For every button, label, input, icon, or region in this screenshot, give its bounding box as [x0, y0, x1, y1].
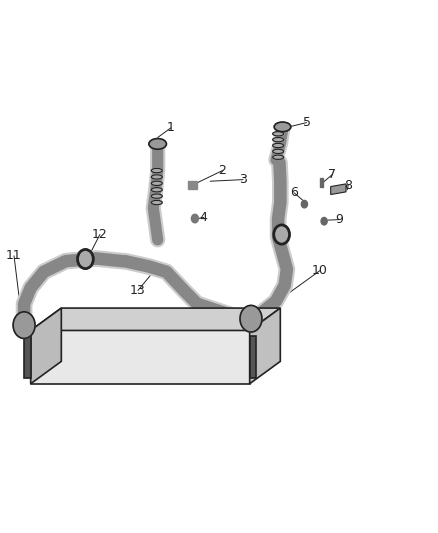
- Polygon shape: [31, 308, 61, 384]
- Bar: [188, 181, 197, 189]
- Text: 8: 8: [344, 179, 352, 192]
- Ellipse shape: [152, 181, 162, 185]
- Ellipse shape: [272, 155, 284, 159]
- Circle shape: [274, 225, 290, 244]
- Ellipse shape: [272, 149, 284, 154]
- Polygon shape: [31, 330, 250, 384]
- Ellipse shape: [152, 194, 162, 198]
- Ellipse shape: [272, 132, 284, 136]
- Polygon shape: [250, 308, 280, 384]
- Ellipse shape: [152, 168, 162, 173]
- Text: 1: 1: [167, 122, 175, 134]
- Text: 4: 4: [200, 211, 208, 224]
- Text: 9: 9: [336, 213, 343, 226]
- Circle shape: [321, 217, 327, 225]
- Text: 2: 2: [219, 164, 226, 177]
- Ellipse shape: [152, 200, 162, 205]
- Text: 7: 7: [328, 168, 336, 181]
- Circle shape: [78, 249, 93, 269]
- Text: 10: 10: [312, 264, 328, 277]
- Ellipse shape: [272, 138, 284, 142]
- Text: 13: 13: [130, 284, 146, 297]
- Circle shape: [301, 200, 307, 208]
- Ellipse shape: [152, 188, 162, 192]
- Ellipse shape: [152, 175, 162, 179]
- Text: 3: 3: [239, 173, 247, 186]
- Circle shape: [191, 214, 198, 223]
- Ellipse shape: [274, 122, 291, 132]
- Bar: [320, 178, 323, 187]
- Text: 6: 6: [290, 187, 298, 199]
- Polygon shape: [331, 184, 346, 195]
- Polygon shape: [250, 336, 256, 378]
- Ellipse shape: [272, 143, 284, 148]
- Polygon shape: [31, 308, 280, 330]
- Circle shape: [13, 312, 35, 338]
- Polygon shape: [24, 336, 31, 378]
- Circle shape: [240, 305, 262, 332]
- Text: 11: 11: [6, 249, 22, 262]
- Text: 12: 12: [92, 228, 108, 241]
- Text: 5: 5: [303, 116, 311, 129]
- Ellipse shape: [149, 139, 166, 149]
